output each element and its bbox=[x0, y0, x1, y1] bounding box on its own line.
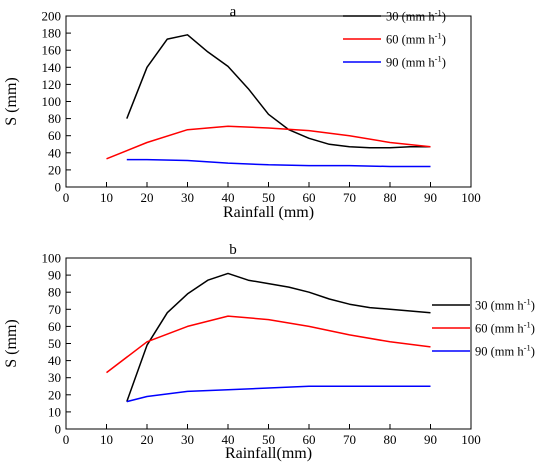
chart-panel-b: 0 10 20 30 40 50 60 70 80 90 100010203040506070809… bbox=[3, 242, 535, 462]
y-tick-label: 140 bbox=[42, 60, 62, 75]
x-tick-label: 80 bbox=[384, 432, 397, 447]
y-tick-label: 100 bbox=[42, 94, 62, 109]
panel-label: a bbox=[230, 4, 237, 20]
legend-label-tail: ) bbox=[531, 345, 535, 359]
y-tick-label: 70 bbox=[48, 302, 61, 317]
x-tick-label: 30 bbox=[181, 432, 194, 447]
chart-panel-a: 0 10 20 30 40 50 60 70 80 90 100020406080100120140… bbox=[3, 4, 481, 221]
y-tick-label: 20 bbox=[48, 162, 61, 177]
series-line bbox=[126, 272, 431, 402]
x-tick-label: 0 bbox=[63, 190, 70, 205]
y-tick-label: 160 bbox=[42, 43, 62, 58]
legend-label-text: 30 (mm h bbox=[475, 299, 524, 313]
x-tick-label: 50 bbox=[262, 432, 275, 447]
y-tick-label: 0 bbox=[55, 422, 62, 437]
legend-label-superscript: -1 bbox=[524, 320, 531, 330]
series-line bbox=[126, 158, 431, 168]
x-tick-label: 30 bbox=[181, 190, 194, 205]
x-tick-label: 90 bbox=[424, 190, 437, 205]
legend-label-text: 90 (mm h bbox=[475, 345, 524, 359]
x-tick-label: 20 bbox=[141, 190, 154, 205]
y-tick-label: 40 bbox=[48, 145, 61, 160]
y-tick-label: 120 bbox=[42, 77, 62, 92]
x-tick-label: 100 bbox=[461, 190, 481, 205]
series-line bbox=[106, 315, 431, 374]
x-tick-label: 60 bbox=[303, 190, 316, 205]
series-line bbox=[126, 34, 431, 149]
x-axis-title: Rainfall (mm) bbox=[223, 204, 314, 221]
y-tick-label: 180 bbox=[42, 26, 62, 41]
legend-label-text: 30 (mm h bbox=[386, 10, 435, 24]
legend-label-superscript: -1 bbox=[524, 297, 531, 307]
x-tick-label: 20 bbox=[141, 432, 154, 447]
x-tick-label: 0 bbox=[63, 432, 70, 447]
y-tick-label: 90 bbox=[48, 268, 61, 283]
legend-label-text: 60 (mm h bbox=[386, 33, 435, 47]
legend-label-text: 90 (mm h bbox=[386, 56, 435, 70]
panel-label: b bbox=[229, 242, 237, 258]
x-tick-label: 80 bbox=[384, 190, 397, 205]
y-tick-label: 50 bbox=[48, 336, 61, 351]
legend-label: 30 (mm h-1) bbox=[475, 297, 535, 313]
legend-label: 30 (mm h-1) bbox=[386, 8, 446, 24]
x-tick-label: 10 bbox=[100, 190, 113, 205]
x-tick-label: 50 bbox=[262, 190, 275, 205]
series-line bbox=[106, 125, 431, 160]
legend-label-superscript: -1 bbox=[524, 343, 531, 353]
series-line bbox=[126, 385, 431, 403]
x-tick-label: 90 bbox=[424, 432, 437, 447]
legend-label: 90 (mm h-1) bbox=[475, 343, 535, 359]
x-tick-label: 70 bbox=[343, 190, 356, 205]
legend-label: 60 (mm h-1) bbox=[475, 320, 535, 336]
x-tick-label: 10 bbox=[100, 432, 113, 447]
legend-label-superscript: -1 bbox=[435, 54, 442, 64]
legend-label-superscript: -1 bbox=[435, 31, 442, 41]
y-tick-label: 60 bbox=[48, 128, 61, 143]
legend-label-tail: ) bbox=[442, 10, 446, 24]
legend-label-text: 60 (mm h bbox=[475, 322, 524, 336]
legend-label-tail: ) bbox=[531, 322, 535, 336]
y-axis-title: S (mm) bbox=[3, 77, 20, 125]
x-tick-label: 40 bbox=[222, 432, 235, 447]
legend-label-tail: ) bbox=[442, 33, 446, 47]
x-tick-label: 70 bbox=[343, 432, 356, 447]
y-tick-label: 200 bbox=[42, 9, 62, 24]
x-tick-label: 40 bbox=[222, 190, 235, 205]
y-tick-label: 60 bbox=[48, 319, 61, 334]
legend-label-tail: ) bbox=[531, 299, 535, 313]
y-tick-label: 10 bbox=[48, 404, 61, 419]
x-axis-title: Rainfall(mm) bbox=[225, 445, 312, 462]
y-axis-title: S (mm) bbox=[3, 319, 20, 367]
legend-label: 60 (mm h-1) bbox=[386, 31, 446, 47]
y-tick-label: 40 bbox=[48, 353, 61, 368]
y-tick-label: 100 bbox=[42, 251, 62, 266]
legend-label-superscript: -1 bbox=[435, 8, 442, 18]
legend-label: 90 (mm h-1) bbox=[386, 54, 446, 70]
y-tick-label: 80 bbox=[48, 285, 61, 300]
y-tick-label: 20 bbox=[48, 387, 61, 402]
x-tick-label: 60 bbox=[303, 432, 316, 447]
legend-label-tail: ) bbox=[442, 56, 446, 70]
y-tick-label: 30 bbox=[48, 370, 61, 385]
x-tick-label: 100 bbox=[461, 432, 481, 447]
y-tick-label: 0 bbox=[55, 180, 62, 195]
y-tick-label: 80 bbox=[48, 111, 61, 126]
